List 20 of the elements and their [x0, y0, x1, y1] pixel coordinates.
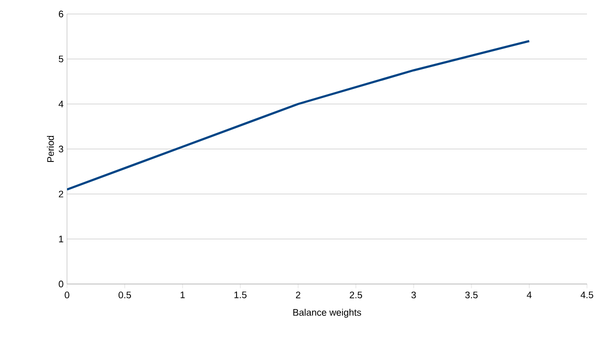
x-tick-label: 1.5 — [234, 292, 247, 298]
x-tick-label: 2.5 — [350, 292, 362, 298]
x-axis-title: Balance weights — [293, 308, 362, 318]
y-tick-label: 5 — [58, 56, 64, 62]
x-tick-label: 3 — [411, 292, 416, 298]
x-tick-label: 2 — [296, 292, 300, 298]
y-axis-title: Period — [46, 136, 54, 162]
x-tick-label: 0 — [64, 292, 70, 298]
x-tick-label: 1 — [180, 292, 185, 298]
x-tick-label: 4.5 — [580, 292, 594, 298]
y-tick-label: 6 — [58, 10, 64, 18]
y-tick-label: 1 — [59, 236, 64, 242]
y-tick-label: 4 — [58, 100, 64, 108]
line-series — [67, 40, 530, 191]
y-tick-label: 3 — [58, 146, 64, 152]
x-tick-label: 0.5 — [118, 292, 131, 298]
x-tick-label: 3.5 — [465, 292, 478, 298]
y-tick-label: 2 — [58, 190, 64, 198]
y-tick-label: 0 — [58, 280, 64, 288]
x-tick-label: 4 — [526, 292, 532, 298]
